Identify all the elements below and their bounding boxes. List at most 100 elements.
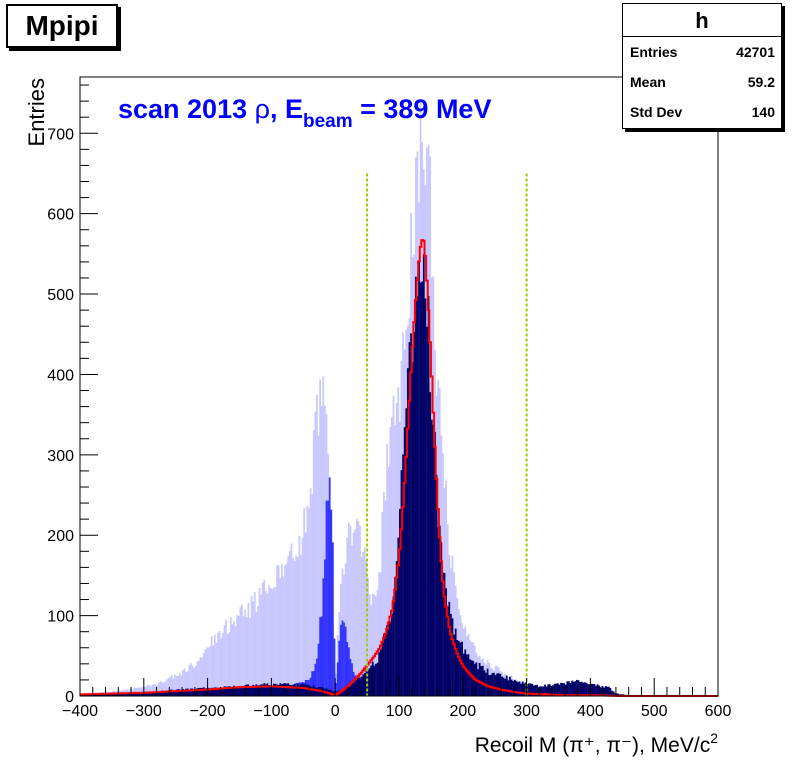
dark-histogram-bin xyxy=(596,684,599,696)
light-histogram-bin xyxy=(306,505,309,696)
light-histogram-bin xyxy=(395,403,398,696)
light-histogram-bin xyxy=(162,682,165,696)
dark-histogram-bin xyxy=(507,680,510,696)
light-histogram-bin xyxy=(261,582,264,696)
dark-histogram-bin xyxy=(504,678,507,696)
stats-label: Mean xyxy=(630,74,666,90)
dark-histogram-bin xyxy=(193,689,195,696)
dark-histogram-bin xyxy=(252,684,254,696)
dark-histogram-bin xyxy=(440,542,443,696)
light-histogram-bin xyxy=(320,406,323,696)
light-histogram-bin xyxy=(142,687,144,696)
dark-histogram-bin xyxy=(571,680,574,696)
dark-histogram-bin xyxy=(499,673,502,696)
dark-histogram-bin xyxy=(548,684,551,696)
dark-histogram-bin xyxy=(456,640,459,696)
dark-histogram-bin xyxy=(381,642,384,696)
light-histogram-bin xyxy=(346,537,349,696)
dark-histogram-bin xyxy=(582,682,585,696)
light-histogram-bin xyxy=(212,645,215,696)
light-histogram-bin xyxy=(453,572,455,696)
dark-histogram-bin xyxy=(285,683,288,696)
light-histogram-bin xyxy=(376,589,379,696)
dark-histogram-bin xyxy=(228,686,231,696)
dark-histogram-bin xyxy=(103,693,106,696)
dark-histogram-bin xyxy=(615,693,618,696)
dark-histogram-bin xyxy=(344,688,347,696)
y-tick-label: 600 xyxy=(47,207,74,224)
mid-histogram-bin xyxy=(324,559,326,696)
dark-histogram-bin xyxy=(384,634,387,696)
mid-histogram-bin xyxy=(349,658,352,696)
x-tick-label: 500 xyxy=(641,703,668,720)
dark-histogram-bin xyxy=(363,672,366,696)
dark-histogram-bin xyxy=(257,685,259,696)
dark-histogram-bin xyxy=(233,685,235,696)
dark-histogram-bin xyxy=(201,688,203,696)
y-tick-label: 0 xyxy=(65,689,74,706)
dark-histogram-bin xyxy=(255,684,258,696)
dark-histogram-bin xyxy=(269,685,272,696)
dark-histogram-bin xyxy=(346,687,349,696)
light-histogram-bin xyxy=(186,671,189,696)
dark-histogram-bin xyxy=(443,572,446,696)
mid-histogram-bin xyxy=(343,622,345,696)
dark-histogram-bin xyxy=(183,689,186,696)
dark-histogram-bin xyxy=(365,669,368,696)
light-histogram-bin xyxy=(255,611,258,696)
mid-histogram-bin xyxy=(319,617,321,696)
mid-histogram-bin xyxy=(341,620,344,696)
dark-histogram-bin xyxy=(137,692,140,696)
stats-row-stddev: Std Dev 140 xyxy=(623,97,781,127)
mid-histogram-bin xyxy=(316,658,318,696)
dark-histogram-bin xyxy=(434,431,436,696)
light-histogram-bin xyxy=(363,547,366,696)
dark-histogram-bin xyxy=(177,689,180,696)
light-histogram-bin xyxy=(242,616,245,696)
dark-histogram-bin xyxy=(268,685,270,696)
dark-histogram-bin xyxy=(469,659,471,696)
light-histogram-bin xyxy=(351,545,353,696)
dark-histogram-bin xyxy=(127,692,130,696)
dark-histogram-bin xyxy=(509,676,511,696)
dark-histogram-bin xyxy=(143,691,146,696)
dark-histogram-bin xyxy=(341,689,344,696)
dark-histogram-bin xyxy=(450,613,452,696)
dark-histogram-bin xyxy=(180,690,183,696)
dark-histogram xyxy=(80,254,650,697)
dark-histogram-bin xyxy=(510,679,513,696)
dark-histogram-bin xyxy=(405,408,408,696)
dark-histogram-bin xyxy=(376,662,379,696)
dark-histogram-bin xyxy=(308,685,310,696)
light-histogram-bin xyxy=(220,638,223,696)
dark-histogram-bin xyxy=(403,427,406,696)
light-histogram-bin xyxy=(145,686,148,696)
dark-histogram-bin xyxy=(497,673,500,696)
dark-histogram-bin xyxy=(250,686,253,696)
histogram-title: Mpipi xyxy=(6,4,118,48)
light-histogram-bin xyxy=(370,604,373,696)
light-histogram-bin xyxy=(237,615,240,696)
dark-histogram-bin xyxy=(454,628,457,696)
dark-histogram-bin xyxy=(419,282,422,696)
mid-histogram-bin xyxy=(332,542,334,696)
y-tick-label: 500 xyxy=(47,287,74,304)
dark-histogram-bin xyxy=(247,684,250,696)
light-histogram-bin xyxy=(209,646,211,696)
dark-histogram-bin xyxy=(220,688,223,696)
mid-histogram-bin xyxy=(317,643,320,696)
x-tick-label: −100 xyxy=(253,703,289,720)
mid-histogram-bin xyxy=(311,671,314,696)
light-histogram-bin xyxy=(371,593,374,696)
dark-histogram-bin xyxy=(167,690,170,696)
dark-histogram-bin xyxy=(394,577,396,696)
x-tick-label: 200 xyxy=(449,703,476,720)
light-histogram-bin xyxy=(287,556,290,696)
dark-histogram-bin xyxy=(528,683,530,696)
mid-histogram-bin xyxy=(328,477,331,696)
mid-histogram-bin xyxy=(330,509,333,696)
light-histogram-bin xyxy=(143,686,146,696)
stats-label: Entries xyxy=(630,44,678,60)
light-histogram-bin xyxy=(279,578,282,696)
